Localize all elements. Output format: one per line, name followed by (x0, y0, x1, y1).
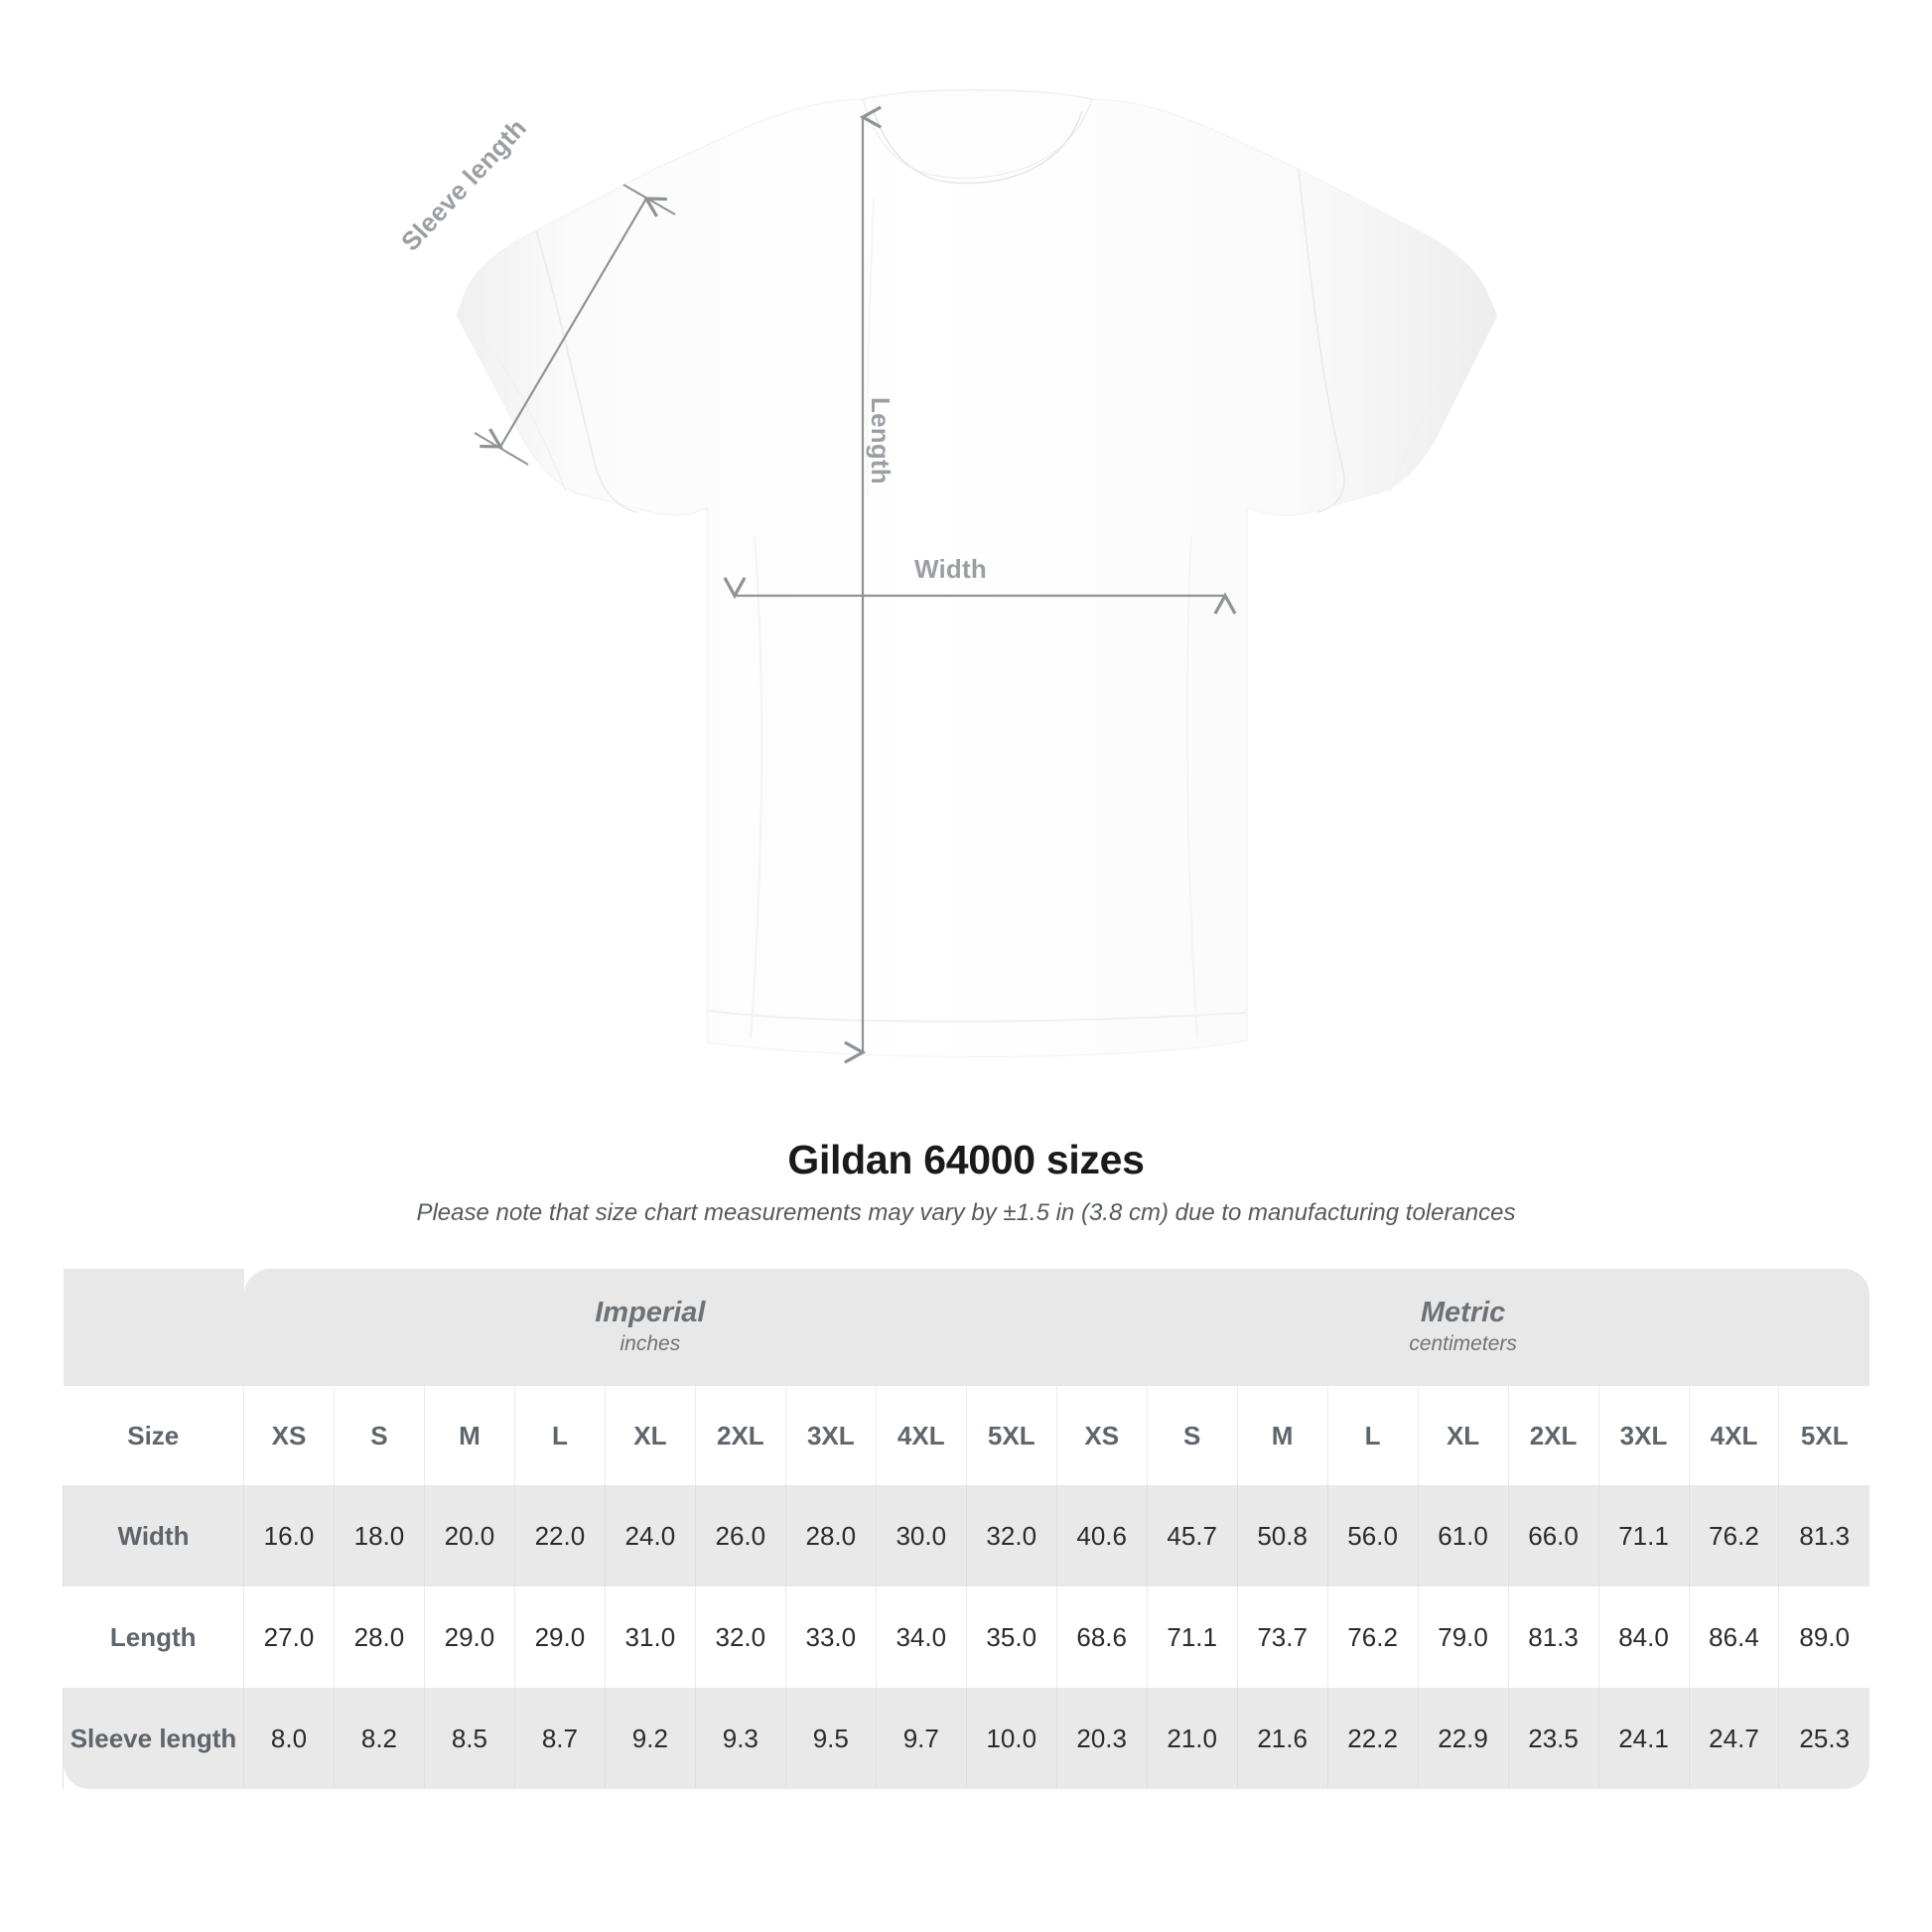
measurement-cell: 71.1 (1146, 1587, 1238, 1688)
measurement-cell: 29.0 (423, 1587, 515, 1688)
size-header-cell: XS (243, 1386, 335, 1485)
measurement-cell: 81.3 (1778, 1485, 1869, 1587)
measurement-cell: 71.1 (1597, 1485, 1689, 1587)
measurement-cell: 8.0 (243, 1688, 335, 1789)
sleeve-dimension-line (474, 184, 676, 466)
size-header-cell: 4XL (875, 1386, 967, 1485)
unit-header-row: Imperial inches Metric centimeters (63, 1269, 1869, 1386)
measurement-cell: 40.6 (1055, 1485, 1148, 1587)
width-label: Width (914, 554, 987, 584)
size-header-cell: 2XL (1507, 1386, 1599, 1485)
measurement-cell: 27.0 (243, 1587, 335, 1688)
measurement-cell: 21.0 (1146, 1688, 1238, 1789)
size-table-container: Imperial inches Metric centimeters Size XS S M L… (63, 1269, 1869, 1789)
size-table: Imperial inches Metric centimeters Size XS S M L… (63, 1269, 1869, 1789)
measurement-cell: 81.3 (1507, 1587, 1599, 1688)
unit-system-name: Imperial (595, 1296, 706, 1328)
measurement-cell: 8.7 (513, 1688, 606, 1789)
measurement-cell: 9.7 (875, 1688, 967, 1789)
measurement-cell: 30.0 (875, 1485, 967, 1587)
tshirt-diagram: Sleeve length Length Width (395, 89, 1498, 1064)
measurement-cell: 61.0 (1417, 1485, 1509, 1587)
size-header-cell: L (1326, 1386, 1419, 1485)
measurement-cell: 8.2 (333, 1688, 425, 1789)
measurement-cell: 86.4 (1688, 1587, 1779, 1688)
measurement-cell: 35.0 (965, 1587, 1057, 1688)
measurement-cell: 34.0 (875, 1587, 967, 1688)
row-label: Sleeve length (63, 1688, 244, 1789)
measurement-cell: 76.2 (1688, 1485, 1779, 1587)
measurement-cell: 50.8 (1236, 1485, 1328, 1587)
measurement-cell: 25.3 (1778, 1688, 1869, 1789)
size-header-cell: M (423, 1386, 515, 1485)
unit-group-metric: Metric centimeters (1056, 1269, 1869, 1386)
measurement-cell: 45.7 (1146, 1485, 1238, 1587)
measurement-cell: 79.0 (1417, 1587, 1509, 1688)
measurement-cell: 24.1 (1597, 1688, 1689, 1789)
size-header-cell: 4XL (1688, 1386, 1779, 1485)
measurement-cell: 21.6 (1236, 1688, 1328, 1789)
chart-heading: Gildan 64000 sizes Please note that size… (0, 1137, 1932, 1227)
tolerance-note: Please note that size chart measurements… (416, 1199, 1516, 1226)
measurement-cell: 29.0 (513, 1587, 606, 1688)
row-label: Length (63, 1587, 244, 1688)
measurement-cell: 56.0 (1326, 1485, 1419, 1587)
size-header-cell: XL (604, 1386, 696, 1485)
measurement-cell: 89.0 (1778, 1587, 1869, 1688)
measurement-cell: 16.0 (243, 1485, 335, 1587)
measurement-cell: 76.2 (1326, 1587, 1419, 1688)
measurement-cell: 28.0 (784, 1485, 877, 1587)
measurement-cell: 18.0 (333, 1485, 425, 1587)
size-header-label: Size (63, 1386, 244, 1485)
unit-system-name: Metric (1420, 1296, 1506, 1328)
measurement-cell: 9.5 (784, 1688, 877, 1789)
measurement-cell: 28.0 (333, 1587, 425, 1688)
size-header-cell: S (333, 1386, 425, 1485)
size-header-cell: L (513, 1386, 606, 1485)
length-label: Length (866, 397, 896, 484)
measurement-cell: 32.0 (965, 1485, 1057, 1587)
row-label: Width (63, 1485, 244, 1587)
measurement-cell: 24.0 (604, 1485, 696, 1587)
unit-row-corner (63, 1269, 244, 1386)
measurement-cell: 8.5 (423, 1688, 515, 1789)
table-row: Width 16.0 18.0 20.0 22.0 24.0 26.0 28.0 30.0 32.… (63, 1485, 1869, 1587)
measurement-cell: 22.0 (513, 1485, 606, 1587)
table-row: Sleeve length 8.0 8.2 8.5 8.7 9.2 9.3 9.5 9.7 10.… (63, 1688, 1869, 1789)
size-header-cell: 3XL (1597, 1386, 1689, 1485)
measurement-cell: 33.0 (784, 1587, 877, 1688)
measurement-cell: 10.0 (965, 1688, 1057, 1789)
measurement-cell: 23.5 (1507, 1688, 1599, 1789)
size-header-cell: XL (1417, 1386, 1509, 1485)
size-header-row: Size XS S M L XL 2XL 3XL 4XL 5XL XS S M L XL 2XL 3XL 4XL 5… (63, 1386, 1869, 1485)
measurement-cell: 24.7 (1688, 1688, 1779, 1789)
size-header-cell: 3XL (784, 1386, 877, 1485)
page-title: Gildan 64000 sizes (787, 1137, 1145, 1182)
size-header-cell: S (1146, 1386, 1238, 1485)
measurement-cell: 31.0 (604, 1587, 696, 1688)
size-header-cell: 5XL (1778, 1386, 1869, 1485)
measurement-cell: 73.7 (1236, 1587, 1328, 1688)
table-row: Length 27.0 28.0 29.0 29.0 31.0 32.0 33.0 34.0 35… (63, 1587, 1869, 1688)
measurement-cell: 20.3 (1055, 1688, 1148, 1789)
size-header-cell: M (1236, 1386, 1328, 1485)
measurement-cell: 32.0 (694, 1587, 786, 1688)
unit-system-measure: centimeters (1409, 1331, 1517, 1355)
unit-system-measure: inches (620, 1331, 681, 1355)
measurement-cell: 22.9 (1417, 1688, 1509, 1789)
measurement-cell: 9.3 (694, 1688, 786, 1789)
measurement-cell: 9.2 (604, 1688, 696, 1789)
size-header-cell: 5XL (965, 1386, 1057, 1485)
measurement-cell: 66.0 (1507, 1485, 1599, 1587)
measurement-cell: 20.0 (423, 1485, 515, 1587)
size-header-cell: XS (1055, 1386, 1148, 1485)
measurement-cell: 22.2 (1326, 1688, 1419, 1789)
measurement-cell: 84.0 (1597, 1587, 1689, 1688)
unit-group-imperial: Imperial inches (243, 1269, 1057, 1386)
measurement-cell: 68.6 (1055, 1587, 1148, 1688)
measurement-cell: 26.0 (694, 1485, 786, 1587)
size-header-cell: 2XL (694, 1386, 786, 1485)
